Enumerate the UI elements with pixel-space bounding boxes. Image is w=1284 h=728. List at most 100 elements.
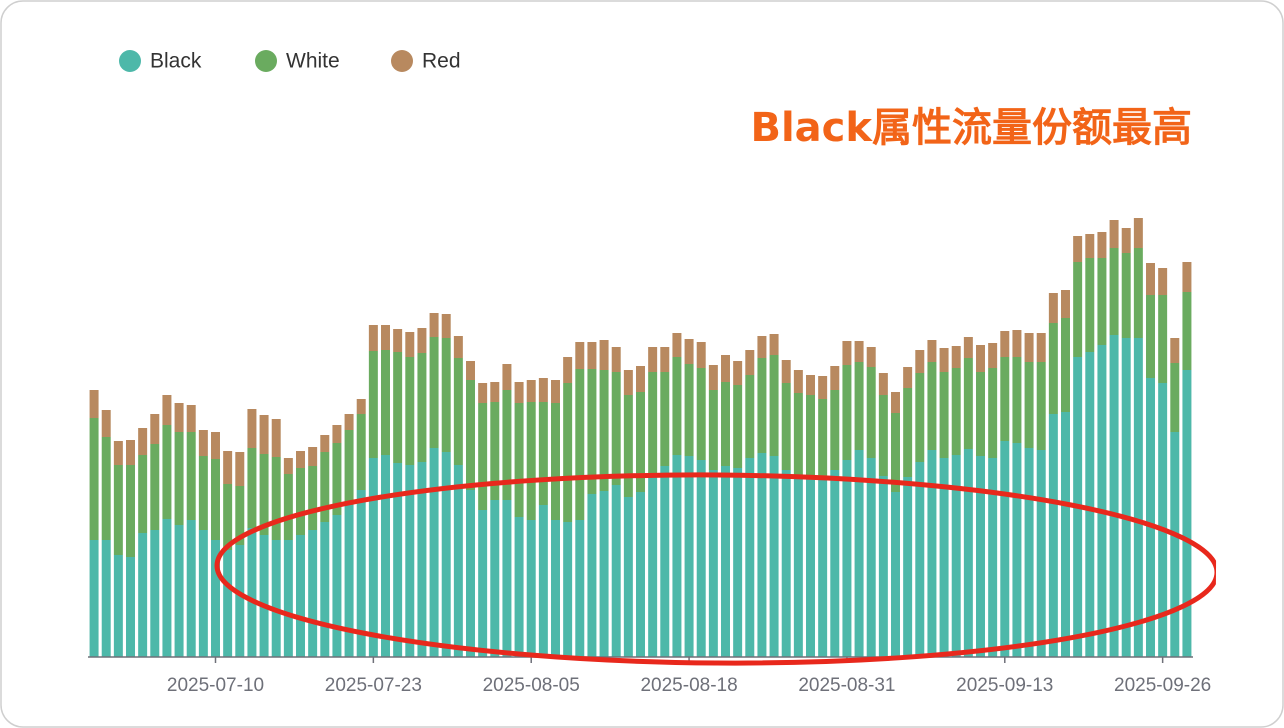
bar-segment bbox=[733, 361, 743, 385]
bar-segment bbox=[405, 465, 415, 657]
bar-segment bbox=[1036, 362, 1046, 450]
bar-segment bbox=[611, 372, 621, 485]
bar-segment bbox=[623, 370, 633, 395]
x-tick-label: 2025-08-18 bbox=[640, 675, 737, 696]
bar-segment bbox=[126, 557, 135, 657]
bar-segment bbox=[1036, 333, 1046, 362]
bar-segment bbox=[490, 500, 500, 657]
bar-segment bbox=[526, 380, 536, 402]
bar-segment bbox=[563, 522, 573, 657]
bar-segment bbox=[368, 458, 378, 657]
bar-segment bbox=[818, 399, 828, 480]
bar-segment bbox=[1073, 236, 1083, 262]
bar-segment bbox=[113, 555, 123, 657]
bar-segment bbox=[502, 500, 512, 657]
bar-segment bbox=[126, 440, 135, 465]
bar-segment bbox=[320, 452, 330, 522]
bar-segment bbox=[1158, 268, 1168, 295]
bar-segment bbox=[599, 340, 609, 370]
bar-segment bbox=[101, 410, 111, 437]
bar-segment bbox=[891, 392, 900, 413]
bar-segment bbox=[344, 430, 354, 505]
bar-segment bbox=[781, 360, 791, 383]
bar-segment bbox=[769, 334, 779, 355]
bar-segment bbox=[976, 372, 985, 456]
bar-segment bbox=[356, 414, 366, 490]
bar-segment bbox=[575, 342, 585, 369]
bar-segment bbox=[223, 484, 233, 550]
bar-segment bbox=[927, 362, 937, 450]
bar-segment bbox=[1097, 345, 1107, 657]
bar-segment bbox=[502, 364, 512, 390]
bar-segment bbox=[575, 520, 585, 657]
bar-segment bbox=[551, 520, 560, 657]
bar-segment bbox=[854, 362, 864, 450]
bar-segment bbox=[453, 358, 463, 465]
bar-segment bbox=[757, 358, 767, 453]
bar-segment bbox=[672, 333, 682, 357]
bar-segment bbox=[113, 441, 123, 465]
bar-segment bbox=[854, 341, 864, 362]
bar-segment bbox=[429, 337, 439, 448]
bar-segment bbox=[757, 336, 767, 358]
bar-segment bbox=[1097, 258, 1107, 345]
bar-segment bbox=[235, 452, 245, 486]
bar-segment bbox=[1085, 352, 1095, 657]
bar-segment bbox=[356, 490, 366, 657]
bar-segment bbox=[1170, 363, 1180, 432]
bar-segment bbox=[198, 430, 208, 456]
bar-segment bbox=[1085, 234, 1095, 258]
bar-segment bbox=[466, 361, 475, 380]
bar-segment bbox=[283, 540, 293, 657]
bar-segment bbox=[235, 486, 245, 545]
bar-segment bbox=[1121, 228, 1131, 253]
bar-segment bbox=[247, 409, 257, 448]
bar-segment bbox=[259, 535, 269, 657]
bar-segment bbox=[478, 510, 488, 657]
bar-segment bbox=[927, 340, 937, 362]
bar-segment bbox=[939, 458, 949, 657]
bar-segment bbox=[721, 382, 730, 466]
bar-segment bbox=[332, 515, 342, 657]
bar-segment bbox=[89, 540, 99, 657]
bar-segment bbox=[636, 366, 645, 392]
bar-segment bbox=[1158, 383, 1168, 657]
bar-segment bbox=[1012, 357, 1022, 443]
bar-segment bbox=[101, 437, 111, 540]
bar-segment bbox=[963, 449, 973, 657]
bar-segment bbox=[247, 528, 257, 657]
bar-segment bbox=[308, 447, 318, 466]
bar-segment bbox=[538, 378, 548, 402]
bar-segment bbox=[417, 328, 427, 353]
bar-segment bbox=[186, 520, 196, 657]
bar-segment bbox=[308, 530, 318, 657]
bar-segment bbox=[490, 382, 500, 402]
bar-segment bbox=[951, 346, 961, 368]
bar-segment bbox=[186, 405, 196, 432]
bar-segment bbox=[101, 540, 111, 657]
bar-segment bbox=[271, 540, 281, 657]
bar-segment bbox=[211, 432, 220, 459]
bar-segment bbox=[903, 477, 913, 657]
bar-segment bbox=[696, 342, 706, 368]
bar-segment bbox=[976, 345, 985, 372]
bar-segment bbox=[684, 339, 694, 364]
bar-segment bbox=[563, 357, 573, 383]
bar-segment bbox=[271, 419, 281, 457]
bar-segment bbox=[344, 505, 354, 657]
bar-segment bbox=[988, 343, 998, 368]
bar-segment bbox=[271, 457, 281, 540]
bar-segment bbox=[806, 375, 815, 395]
bar-segment bbox=[636, 492, 645, 657]
bar-segment bbox=[842, 460, 852, 657]
bar-segment bbox=[903, 367, 913, 388]
bar-segment bbox=[684, 456, 694, 657]
bar-segment bbox=[660, 466, 670, 657]
bar-segment bbox=[332, 425, 342, 443]
bar-segment bbox=[769, 456, 779, 657]
bar-segment bbox=[393, 329, 403, 352]
bar-segment bbox=[891, 492, 900, 657]
bar-segment bbox=[138, 455, 148, 533]
legend-label: White bbox=[286, 50, 340, 73]
